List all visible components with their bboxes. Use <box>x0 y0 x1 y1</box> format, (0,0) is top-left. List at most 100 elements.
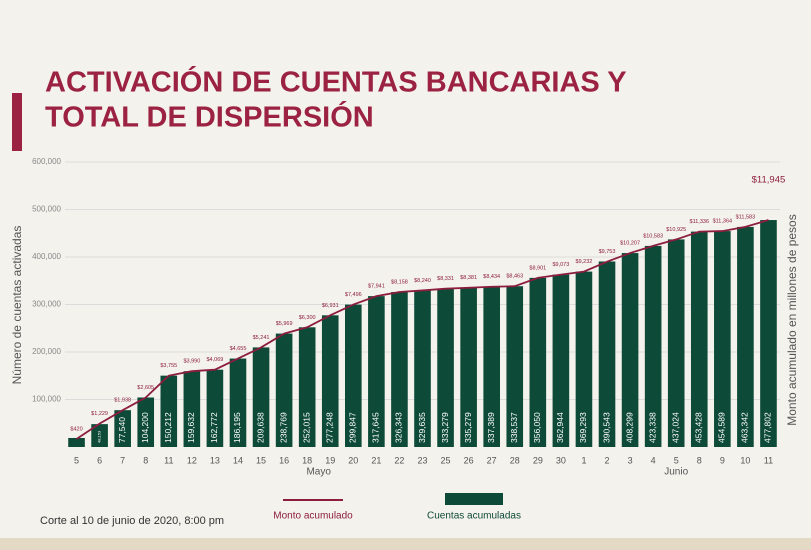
x-tick-label: 18 <box>302 455 312 465</box>
line-value-label: $8,331 <box>437 276 454 282</box>
line-value-label: $9,232 <box>576 259 593 265</box>
bar <box>160 375 178 447</box>
y2-axis-label: Monto acumulado en millones de pesos <box>785 214 799 425</box>
x-tick-label: 9 <box>720 455 725 465</box>
bar <box>298 327 316 447</box>
bar-value-label: 454,589 <box>717 412 727 443</box>
bar <box>644 245 662 447</box>
bar <box>321 315 339 447</box>
line-value-label: $10,925 <box>666 227 686 233</box>
bar-value-label: 423,338 <box>647 412 657 443</box>
line-value-label: $4,655 <box>230 346 247 352</box>
line-value-label: $3,990 <box>183 359 200 365</box>
bar <box>506 286 524 447</box>
x-tick-label: 29 <box>533 455 543 465</box>
bar <box>575 271 593 447</box>
month-label: Junio <box>664 467 688 478</box>
x-tick-label: 3 <box>628 455 633 465</box>
bar <box>690 231 708 447</box>
bar-value-label: 390,543 <box>601 412 611 443</box>
line-value-label: $2,605 <box>137 385 154 391</box>
x-tick-label: 8 <box>697 455 702 465</box>
bar-value-label: 369,293 <box>578 412 588 443</box>
bar-value-label: 48,153 <box>97 430 102 443</box>
bar <box>206 369 224 447</box>
bottom-strip <box>0 538 811 550</box>
bar-value-label: 408,299 <box>624 412 634 443</box>
bar <box>714 231 731 447</box>
bar-value-label: 463,342 <box>740 412 750 443</box>
bar-value-label: 299,847 <box>348 412 358 443</box>
line-value-label: $4,069 <box>207 357 224 363</box>
bar <box>414 290 431 447</box>
bar <box>91 424 108 447</box>
footnote: Corte al 10 de junio de 2020, 8:00 pm <box>40 515 224 527</box>
line-value-label: $9,753 <box>599 249 616 255</box>
x-tick-label: 15 <box>256 455 266 465</box>
x-tick-label: 26 <box>464 455 474 465</box>
bar-value-label: 186,195 <box>232 412 242 443</box>
bar-value-label: 335,279 <box>463 412 473 443</box>
x-tick-label: 21 <box>371 455 381 465</box>
x-tick-label: 2 <box>605 455 610 465</box>
chart-title: TOTAL DE DISPERSIÓN <box>45 100 374 134</box>
x-tick-label: 10 <box>740 455 750 465</box>
legend-label: Cuentas acumuladas <box>427 511 521 522</box>
y-axis-label: Número de cuentas activadas <box>10 226 24 385</box>
x-tick-label: 11 <box>164 455 173 465</box>
y-tick-label: 400,000 <box>32 252 61 261</box>
bar <box>252 347 270 447</box>
line-value-label: $11,364 <box>713 219 732 225</box>
bar <box>437 288 454 447</box>
bar-value-label: 437,024 <box>670 412 680 443</box>
line <box>76 219 769 440</box>
x-tick-label: 7 <box>120 455 125 465</box>
line-value-label: $6,931 <box>322 303 339 309</box>
bar-value-label: 329,635 <box>417 412 427 443</box>
bar <box>183 371 201 447</box>
bar <box>667 239 685 447</box>
line-value-label: $10,583 <box>643 233 663 239</box>
bar-value-label: 338,537 <box>509 412 519 443</box>
month-label: Mayo <box>306 467 331 478</box>
bar-value-label: 162,772 <box>209 412 219 443</box>
y-tick-label: 200,000 <box>32 347 61 356</box>
x-tick-label: 22 <box>394 455 404 465</box>
bar-value-label: 238,769 <box>278 412 288 443</box>
bar <box>529 277 547 447</box>
line-value-label: $1,229 <box>91 411 108 417</box>
x-tick-label: 5 <box>674 455 679 465</box>
bar <box>391 291 408 447</box>
x-tick-label: 12 <box>187 455 197 465</box>
bar <box>483 286 500 447</box>
bar-value-label: 326,343 <box>394 412 404 443</box>
bar-value-label: 453,428 <box>694 412 704 443</box>
bar <box>68 437 85 447</box>
line-value-label: $10,207 <box>620 241 640 247</box>
bar-value-label: 362,944 <box>555 412 565 443</box>
bar-value-label: 356,050 <box>532 412 542 443</box>
line-value-label: $7,941 <box>368 284 385 290</box>
x-tick-label: 4 <box>651 455 656 465</box>
line-value-label: $420 <box>70 426 82 432</box>
x-tick-label: 1 <box>581 455 586 465</box>
x-tick-label: 13 <box>210 455 220 465</box>
x-tick-label: 28 <box>510 455 520 465</box>
y-tick-label: 600,000 <box>32 157 61 166</box>
line-value-label: $11,945 <box>752 175 786 186</box>
line-value-label: $8,381 <box>460 275 477 281</box>
x-tick-label: 27 <box>487 455 497 465</box>
x-tick-label: 5 <box>74 455 79 465</box>
x-tick-label: 6 <box>97 455 102 465</box>
accent-bar <box>12 93 22 151</box>
y-tick-label: 100,000 <box>32 395 61 404</box>
bar <box>760 220 777 447</box>
x-tick-label: 16 <box>279 455 289 465</box>
bar-value-label: 337,389 <box>486 412 496 443</box>
x-tick-label: 23 <box>417 455 427 465</box>
bar <box>621 253 639 447</box>
bar-value-label: 150,212 <box>163 412 173 443</box>
bar <box>460 287 477 447</box>
bar <box>737 226 754 447</box>
